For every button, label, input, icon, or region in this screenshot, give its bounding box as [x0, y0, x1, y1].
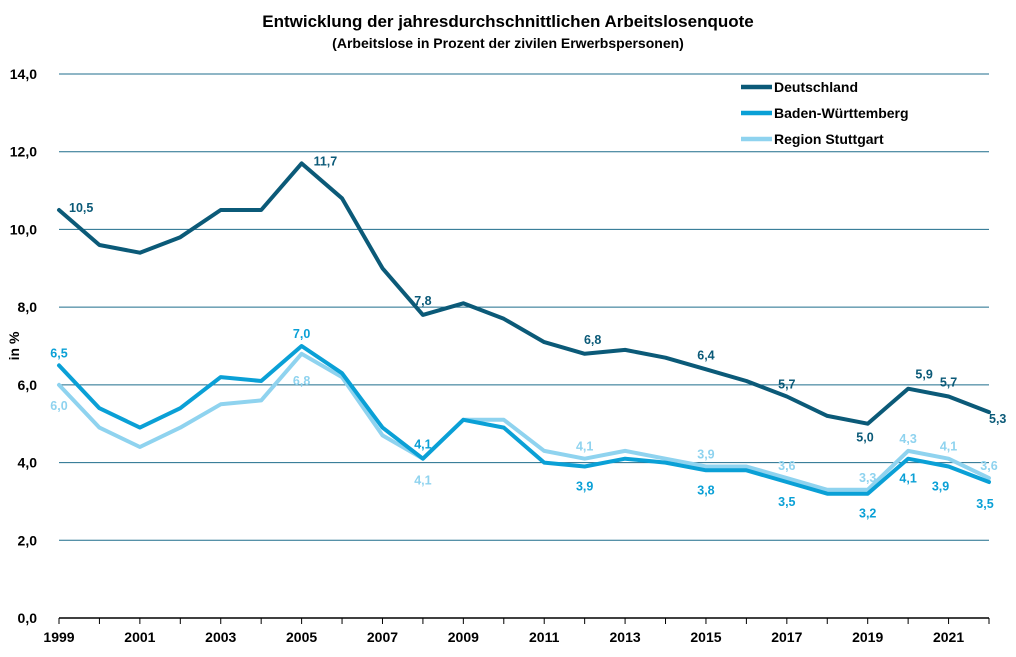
data-label: 5,0 — [856, 431, 873, 445]
data-label: 7,8 — [414, 294, 431, 308]
data-label: 6,5 — [50, 346, 67, 360]
x-tick-label: 2021 — [933, 629, 964, 645]
data-label: 3,9 — [576, 479, 593, 493]
gridlines — [59, 73, 989, 619]
data-label: 6,4 — [697, 348, 714, 362]
legend-label: Region Stuttgart — [774, 131, 884, 147]
data-label: 6,8 — [293, 374, 310, 388]
x-axis: 1999 2001 2003 2005 2007 2009 2011 2013 2015 2017… — [43, 618, 990, 645]
x-tick-label: 2007 — [367, 629, 398, 645]
y-axis-ticks: 0,0 2,0 4,0 6,0 8,0 10,0 12,0 14,0 — [10, 66, 37, 626]
y-axis-label: in % — [6, 331, 22, 360]
y-tick-label: 10,0 — [10, 221, 37, 237]
series-line-region-stuttgart — [57, 351, 991, 492]
chart-subtitle: (Arbeitslose in Prozent der zivilen Erwe… — [332, 35, 684, 51]
legend-label: Baden-Württemberg — [774, 105, 909, 121]
x-tick-label: 2013 — [610, 629, 641, 645]
data-label: 5,9 — [915, 368, 932, 382]
data-label: 3,2 — [859, 507, 876, 521]
y-tick-label: 8,0 — [18, 299, 38, 315]
x-tick-label: 2017 — [771, 629, 802, 645]
chart-title: Entwicklung der jahresdurchschnittlichen… — [262, 12, 754, 31]
y-tick-label: 14,0 — [10, 66, 37, 82]
data-label: 11,7 — [314, 154, 338, 168]
y-tick-label: 2,0 — [18, 532, 38, 548]
data-label: 3,5 — [976, 497, 993, 511]
data-label: 5,7 — [940, 376, 957, 390]
data-label: 4,3 — [899, 432, 916, 446]
data-label: 6,8 — [584, 333, 601, 347]
data-label: 4,1 — [414, 474, 431, 488]
y-tick-label: 6,0 — [18, 377, 38, 393]
data-label: 4,1 — [940, 440, 957, 454]
data-label: 4,1 — [414, 438, 431, 452]
data-label: 7,0 — [293, 327, 310, 341]
data-label: 6,0 — [50, 399, 67, 413]
data-label: 3,9 — [932, 479, 949, 493]
data-label: 3,8 — [697, 483, 714, 497]
data-label: 4,1 — [576, 440, 593, 454]
data-label: 5,7 — [778, 378, 795, 392]
series-lines — [57, 161, 991, 496]
data-labels: 10,5 11,7 7,8 6,8 6,4 5,7 5,0 5,9 5,7 5,3 6,5 7,0 4,… — [50, 154, 1006, 520]
x-tick-label: 2015 — [690, 629, 721, 645]
x-tick-label: 2005 — [286, 629, 317, 645]
data-label: 3,6 — [778, 459, 795, 473]
data-label: 3,3 — [859, 471, 876, 485]
data-label: 4,1 — [899, 472, 916, 486]
data-label: 5,3 — [989, 412, 1006, 426]
y-tick-label: 12,0 — [10, 144, 37, 160]
x-tick-label: 2011 — [529, 629, 560, 645]
x-tick-label: 2003 — [205, 629, 236, 645]
series-line-baden-wuerttemberg — [57, 344, 991, 496]
x-tick-label: 2009 — [448, 629, 479, 645]
legend-label: Deutschland — [774, 79, 858, 95]
data-label: 10,5 — [69, 201, 93, 215]
data-label: 3,9 — [697, 447, 714, 461]
x-tick-label: 2019 — [852, 629, 883, 645]
x-tick-label: 1999 — [43, 629, 74, 645]
x-tick-label: 2001 — [124, 629, 155, 645]
series-line-deutschland — [57, 161, 991, 426]
data-label: 3,5 — [778, 495, 795, 509]
data-label: 3,6 — [980, 459, 997, 473]
legend: Deutschland Baden-Württemberg Region Stutt… — [741, 79, 909, 147]
y-tick-label: 0,0 — [18, 610, 38, 626]
y-tick-label: 4,0 — [18, 455, 38, 471]
